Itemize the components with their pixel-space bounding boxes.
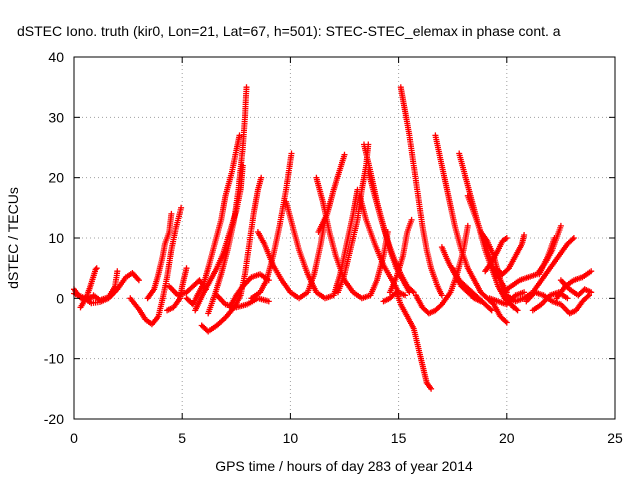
series-marks (213, 292, 272, 311)
axis-ticks (73, 56, 616, 420)
series-marks (529, 289, 571, 314)
series-marks (248, 150, 295, 302)
series-6 (144, 210, 175, 302)
series-27 (412, 222, 471, 317)
series-marks (482, 235, 510, 275)
series-marks (386, 216, 415, 296)
grid (74, 57, 615, 419)
series-marks (397, 84, 445, 299)
series-marks (536, 235, 558, 278)
x-tick-label: 0 (70, 430, 78, 446)
series-26 (397, 84, 445, 299)
series-marks (283, 186, 361, 302)
series-11 (205, 84, 250, 317)
series-5 (127, 204, 185, 328)
series-marks (432, 132, 510, 326)
series-marks (313, 174, 391, 302)
y-tick-label: 10 (48, 230, 64, 246)
plot-frame (73, 56, 616, 420)
series-38 (536, 235, 558, 278)
series-marks (503, 235, 577, 305)
x-tick-label: 5 (178, 430, 186, 446)
y-tick-label: -10 (44, 351, 64, 367)
x-tick-label: 25 (607, 430, 623, 446)
series-19 (315, 151, 348, 235)
series-34 (482, 235, 510, 275)
data-marks (71, 84, 595, 392)
series-marks (164, 265, 190, 314)
series-23 (356, 192, 409, 299)
y-tick-labels: -20 -10 0 10 20 30 40 (44, 49, 64, 427)
series-marks (205, 84, 250, 317)
series-14 (226, 271, 272, 311)
series-marks (356, 192, 409, 299)
series-9 (183, 132, 243, 308)
series-28 (432, 132, 510, 326)
series-18 (313, 174, 391, 302)
series-marks (127, 204, 185, 328)
series-42 (529, 289, 571, 314)
series-marks (486, 289, 528, 308)
series-37 (503, 235, 577, 305)
series-7 (164, 265, 190, 314)
series-marks (412, 222, 471, 317)
series-35 (493, 232, 528, 278)
chart-title: dSTEC Iono. truth (kir0, Lon=21, Lat=67,… (17, 23, 561, 39)
series-43 (486, 289, 528, 308)
series-marks (449, 265, 495, 314)
series-marks (380, 289, 435, 392)
series-41 (557, 277, 595, 299)
y-tick-label: 30 (48, 109, 64, 125)
series-24 (380, 289, 435, 392)
x-tick-label: 15 (391, 430, 407, 446)
x-tick-label: 20 (499, 430, 515, 446)
y-tick-label: -20 (44, 411, 64, 427)
series-marks (493, 232, 528, 278)
series-30 (449, 265, 495, 314)
y-tick-label: 40 (48, 49, 64, 65)
series-15 (248, 150, 295, 302)
y-tick-label: 20 (48, 170, 64, 186)
series-17 (283, 186, 361, 302)
x-tick-labels: 0 5 10 15 20 25 (70, 430, 623, 446)
y-tick-label: 0 (56, 290, 64, 306)
series-12 (198, 174, 265, 335)
y-axis-label: dSTEC / TECUs (5, 187, 21, 289)
series-marks (315, 151, 348, 235)
series-marks (557, 277, 595, 299)
x-axis-label: GPS time / hours of day 283 of year 2014 (215, 458, 473, 474)
series-marks (183, 132, 243, 308)
series-marks (226, 271, 272, 311)
series-marks (198, 174, 265, 335)
series-marks (144, 210, 175, 302)
series-13 (213, 292, 272, 311)
series-25 (386, 216, 415, 296)
x-tick-label: 10 (283, 430, 299, 446)
